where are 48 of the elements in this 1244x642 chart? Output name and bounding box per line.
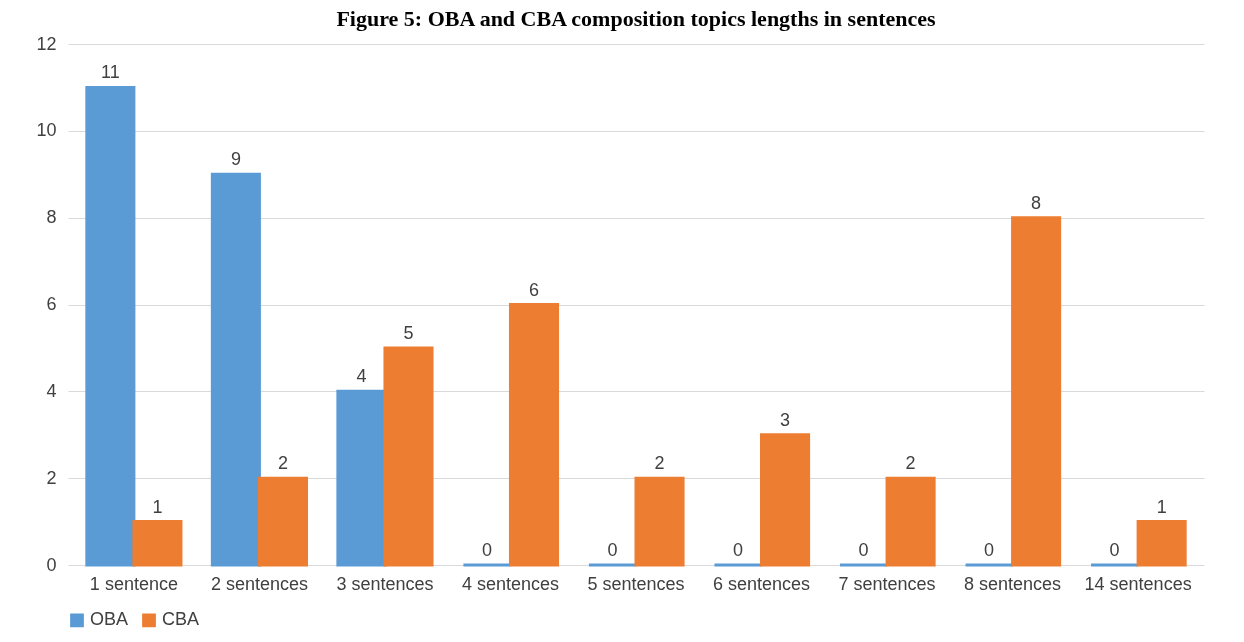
- chart-title: Figure 5: OBA and CBA composition topics lengths in sentences: [336, 6, 937, 31]
- data-label: 2: [654, 453, 665, 474]
- data-label: 11: [101, 62, 120, 83]
- data-label: 2: [277, 453, 288, 474]
- y-tick-label: 12: [36, 33, 57, 54]
- bar: [85, 85, 136, 567]
- data-label: 0: [481, 540, 492, 560]
- y-tick-label: 4: [46, 380, 57, 401]
- data-label: 9: [230, 149, 241, 170]
- x-tick-label: 3 sentences: [336, 573, 434, 594]
- data-label: 0: [984, 540, 995, 560]
- x-tick-label: 2 sentences: [210, 573, 308, 594]
- data-label: 8: [1031, 192, 1042, 213]
- data-label: 1: [1156, 496, 1167, 517]
- bar: [760, 433, 811, 567]
- data-label: 0: [858, 540, 869, 560]
- bar: [383, 346, 434, 567]
- legend-label: OBA: [90, 609, 129, 630]
- bar: [885, 476, 936, 567]
- x-tick-label: 8 sentences: [964, 573, 1062, 594]
- x-tick-label: 7 sentences: [838, 573, 936, 594]
- data-label: 6: [529, 279, 540, 300]
- x-tick-label: 6 sentences: [712, 573, 811, 594]
- data-label: 0: [607, 540, 618, 560]
- bar: [1011, 216, 1062, 567]
- x-tick-label: 1 sentence: [89, 573, 178, 594]
- data-label: 5: [403, 322, 414, 343]
- x-tick-label: 14 sentences: [1084, 573, 1192, 594]
- data-label: 4: [356, 366, 367, 387]
- x-tick-label: 4 sentences: [461, 573, 560, 594]
- data-label: 1: [152, 496, 163, 517]
- y-tick-label: 6: [46, 294, 57, 314]
- bar: [508, 303, 560, 567]
- y-tick-label: 8: [46, 207, 57, 228]
- bar: [634, 476, 685, 567]
- bar: [210, 172, 261, 567]
- data-label: 2: [905, 453, 916, 474]
- bar: [257, 476, 308, 567]
- y-tick-label: 0: [46, 554, 57, 575]
- y-tick-label: 2: [46, 467, 57, 488]
- data-label: 0: [1109, 540, 1120, 560]
- data-label: 3: [780, 409, 791, 430]
- data-label: 0: [732, 540, 743, 560]
- legend-label: CBA: [162, 609, 200, 630]
- bar: [1136, 520, 1187, 567]
- x-tick-label: 5 sentences: [587, 573, 685, 594]
- bar: [132, 520, 183, 567]
- y-tick-label: 10: [36, 120, 57, 141]
